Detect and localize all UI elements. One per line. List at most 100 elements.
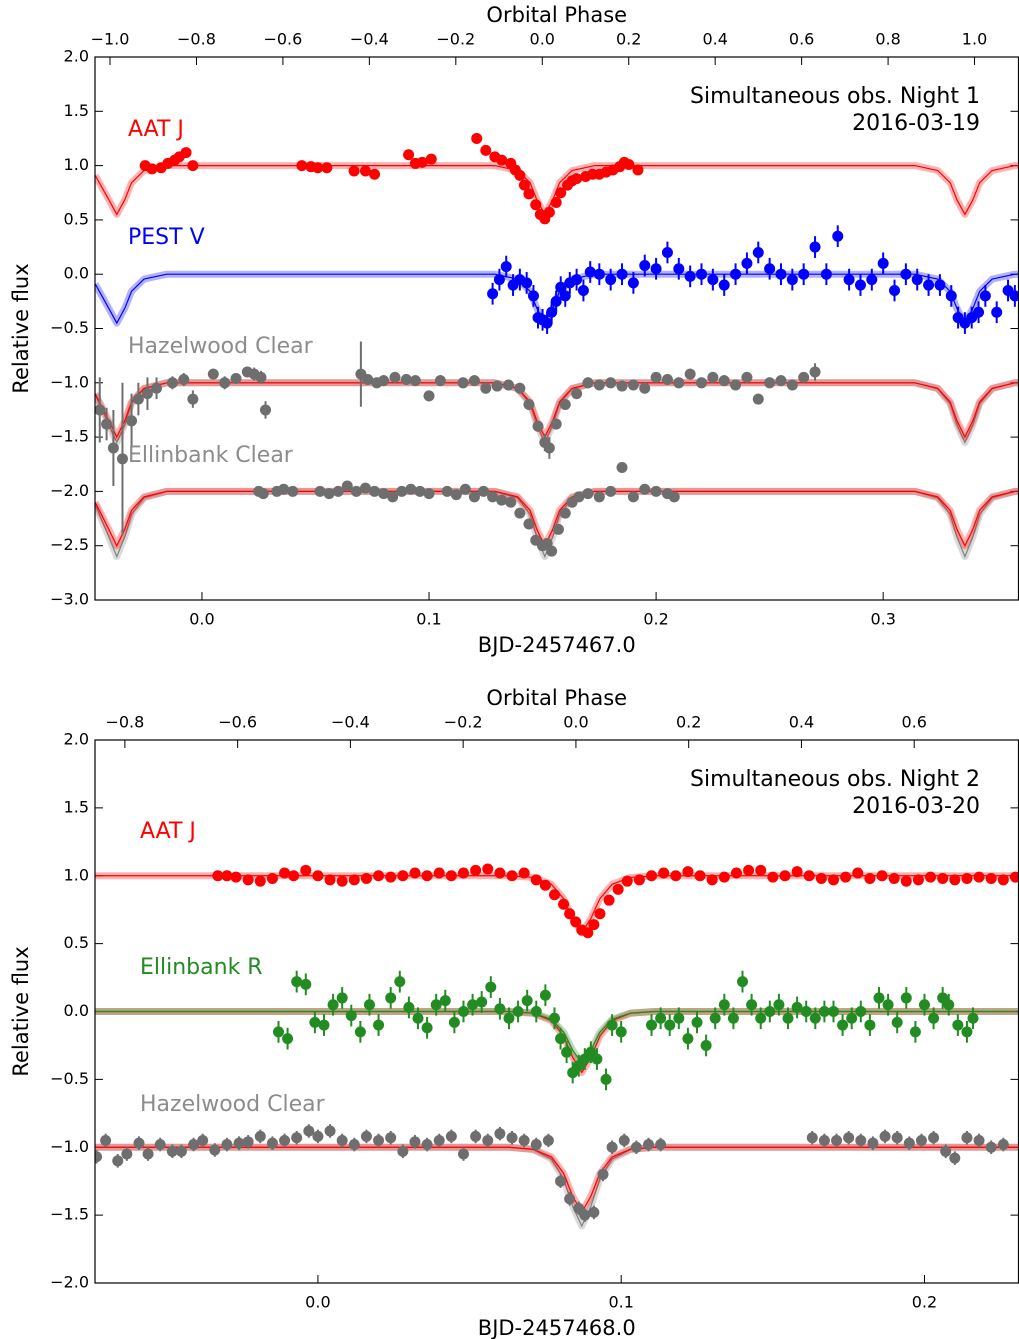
- x2-tick-label: 0.0: [530, 30, 555, 49]
- data-point: [300, 978, 312, 990]
- data-point: [891, 1016, 903, 1028]
- data-point: [506, 870, 518, 882]
- data-point: [809, 366, 821, 378]
- series-label: AAT J: [128, 117, 184, 142]
- model-band: [95, 872, 1018, 937]
- data-point: [478, 485, 490, 497]
- data-point: [359, 165, 371, 177]
- data-point: [820, 268, 832, 280]
- data-point: [943, 999, 955, 1011]
- data-point: [95, 404, 106, 416]
- data-point: [670, 870, 682, 882]
- data-point: [718, 871, 730, 883]
- data-point: [809, 241, 821, 253]
- data-point: [385, 1132, 397, 1144]
- data-point: [505, 496, 517, 508]
- data-point: [321, 162, 333, 174]
- data-point: [341, 480, 353, 492]
- data-point: [818, 1006, 830, 1017]
- data-point: [360, 872, 372, 884]
- data-point: [694, 870, 706, 882]
- data-point: [494, 1128, 506, 1140]
- data-point: [354, 1026, 366, 1038]
- data-point: [655, 1139, 667, 1151]
- data-point: [737, 976, 749, 988]
- x2-tick-label: 0.4: [702, 30, 727, 49]
- data-point: [272, 1026, 284, 1038]
- data-point: [530, 1006, 542, 1017]
- data-point: [309, 1016, 321, 1028]
- series-label: AAT J: [140, 819, 196, 844]
- data-point: [571, 173, 583, 185]
- data-point: [487, 288, 499, 300]
- data-point: [255, 371, 267, 383]
- x2-tick-label: 0.0: [563, 713, 588, 732]
- data-point: [233, 1137, 245, 1149]
- data-point: [961, 1132, 973, 1144]
- y-tick-label: −1.5: [50, 427, 89, 446]
- data-point: [530, 1139, 542, 1151]
- data-point: [627, 277, 639, 289]
- data-point: [718, 999, 730, 1011]
- x2-tick-label: −0.2: [436, 30, 475, 49]
- data-point: [550, 418, 562, 430]
- data-point: [937, 872, 949, 884]
- data-point: [146, 163, 158, 175]
- x2-tick-label: −0.6: [263, 30, 302, 49]
- data-point: [627, 491, 639, 503]
- data-point: [389, 371, 401, 383]
- data-point: [582, 488, 594, 500]
- data-point: [934, 279, 946, 291]
- data-point: [555, 1175, 567, 1187]
- data-point: [571, 388, 583, 400]
- data-point: [775, 375, 787, 387]
- data-point: [188, 1139, 200, 1151]
- data-point: [593, 379, 605, 391]
- data-point: [121, 1148, 133, 1160]
- data-point: [112, 1155, 124, 1167]
- data-point: [1009, 290, 1018, 302]
- data-point: [827, 1006, 839, 1017]
- data-point: [403, 1001, 415, 1013]
- data-point: [324, 874, 336, 886]
- data-point: [323, 488, 335, 500]
- data-point: [514, 382, 526, 394]
- data-point: [658, 867, 670, 879]
- data-point: [577, 284, 589, 296]
- data-point: [414, 485, 426, 497]
- data-point: [312, 870, 324, 882]
- data-point: [521, 995, 533, 1007]
- data-point: [396, 485, 408, 497]
- data-point: [584, 266, 596, 278]
- data-point: [655, 1012, 667, 1024]
- data-point: [336, 1134, 348, 1146]
- data-point: [949, 1152, 961, 1164]
- data-point: [546, 306, 558, 318]
- data-point: [973, 306, 985, 318]
- data-point: [605, 485, 617, 497]
- data-point: [900, 992, 912, 1004]
- data-point: [336, 875, 348, 887]
- data-point: [803, 870, 815, 882]
- y-tick-label: 2.0: [64, 47, 89, 66]
- data-point: [476, 996, 488, 1008]
- data-point: [279, 867, 291, 879]
- data-point: [786, 274, 798, 286]
- x2-tick-label: 0.4: [789, 713, 814, 732]
- x2-axis-title: Orbital Phase: [486, 3, 627, 27]
- data-point: [854, 279, 866, 291]
- data-point: [741, 371, 753, 383]
- data-point: [496, 494, 508, 506]
- data-point: [773, 999, 785, 1011]
- data-point: [494, 1003, 506, 1015]
- data-point: [207, 368, 219, 380]
- data-point: [242, 874, 254, 886]
- data-point: [741, 257, 753, 269]
- data-point: [348, 1139, 360, 1151]
- data-point: [421, 870, 433, 882]
- data-point: [303, 1125, 315, 1137]
- data-point: [639, 382, 651, 394]
- data-point: [779, 870, 791, 882]
- data-point: [369, 168, 381, 180]
- data-point: [997, 874, 1009, 886]
